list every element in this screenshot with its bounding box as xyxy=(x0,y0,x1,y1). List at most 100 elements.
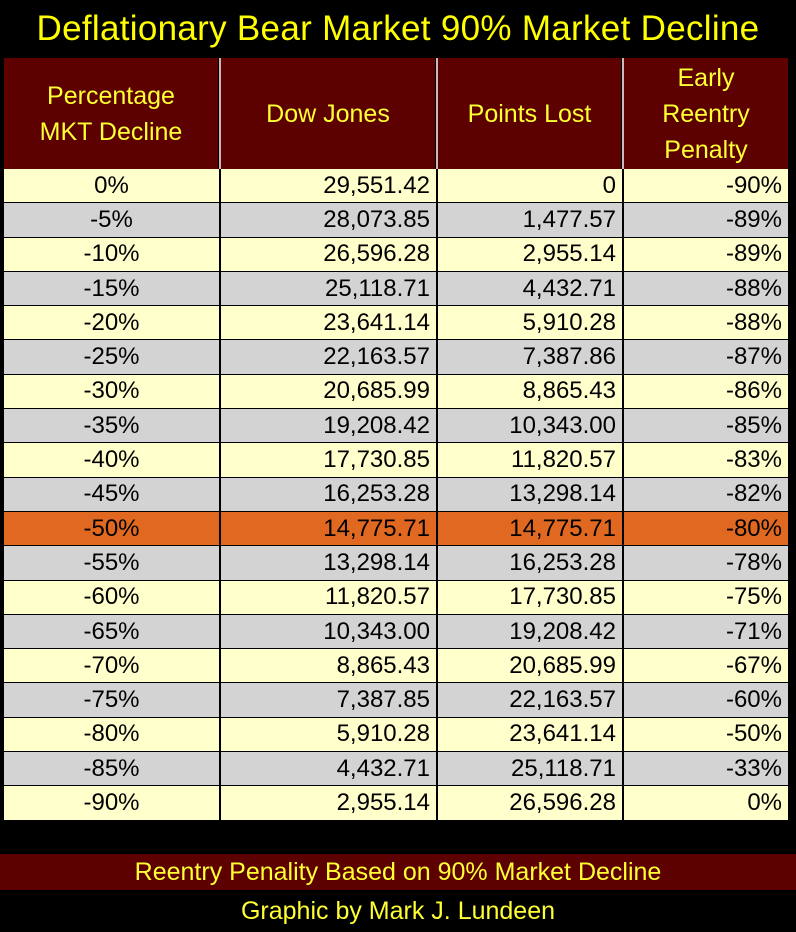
cell-percentage: -75% xyxy=(4,683,221,717)
cell-points-lost: 14,775.71 xyxy=(438,511,624,546)
cell-penalty: -89% xyxy=(725,205,782,233)
table-row: -20% 23,641.14 5,910.28 -88% xyxy=(4,306,788,341)
cell-penalty: -78% xyxy=(725,548,782,576)
cell-points-lost: 0 xyxy=(438,169,624,203)
table-row: -45% 16,253.28 13,298.14 -82% xyxy=(4,477,788,512)
cell-percentage: 0% xyxy=(4,169,221,203)
cell-dow-jones: 23,641.14 xyxy=(221,306,438,340)
table-title: Deflationary Bear Market 90% Market Decl… xyxy=(0,0,796,58)
cell-dow-jones: 29,551.42 xyxy=(221,169,438,203)
cell-points-lost: 5,910.28 xyxy=(438,306,624,340)
cell-dow-jones: 19,208.42 xyxy=(221,409,438,443)
table-row: -50% 14,775.71 14,775.71 -80% xyxy=(4,511,788,547)
cell-points-lost: 1,477.57 xyxy=(438,203,624,237)
cell-percentage: -5% xyxy=(4,203,221,237)
cell-percentage: -90% xyxy=(4,786,221,820)
table-row: 0% 29,551.42 0 -90% xyxy=(4,169,788,204)
cell-dow-jones: 17,730.85 xyxy=(221,443,438,477)
cell-percentage: -60% xyxy=(4,580,221,614)
cell-dow-jones: 2,955.14 xyxy=(221,786,438,820)
table-row: -55% 13,298.14 16,253.28 -78% xyxy=(4,546,788,581)
cell-percentage: -30% xyxy=(4,374,221,409)
table-row: -40% 17,730.85 11,820.57 -83% xyxy=(4,443,788,478)
table-row: -10% 26,596.28 2,955.14 -89% xyxy=(4,237,788,272)
cell-dow-jones: 28,073.85 xyxy=(221,203,438,237)
header-early-reentry-penalty: Early Reentry Penalty xyxy=(624,58,788,169)
cell-points-lost: 8,865.43 xyxy=(438,374,624,409)
header-line: MKT Decline xyxy=(39,117,183,146)
cell-points-lost: 22,163.57 xyxy=(438,683,624,717)
cell-points-lost: 10,343.00 xyxy=(438,409,624,443)
header-line: Reentry xyxy=(662,99,750,128)
table-row: -85% 4,432.71 25,118.71 -33% xyxy=(4,752,788,787)
cell-percentage: -50% xyxy=(4,511,221,546)
column-divider xyxy=(219,58,221,169)
cell-percentage: -65% xyxy=(4,614,221,649)
cell-percentage: -25% xyxy=(4,340,221,374)
cell-dow-jones: 7,387.85 xyxy=(221,683,438,717)
header-percentage-decline: Percentage MKT Decline xyxy=(4,58,218,169)
cell-points-lost: 2,955.14 xyxy=(438,237,624,271)
cell-penalty: -33% xyxy=(725,754,782,782)
cell-percentage: -70% xyxy=(4,649,221,683)
table-row: -75% 7,387.85 22,163.57 -60% xyxy=(4,683,788,718)
cell-points-lost: 19,208.42 xyxy=(438,614,624,649)
cell-dow-jones: 22,163.57 xyxy=(221,340,438,374)
cell-percentage: -10% xyxy=(4,237,221,271)
cell-dow-jones: 10,343.00 xyxy=(221,614,438,649)
table-row: -60% 11,820.57 17,730.85 -75% xyxy=(4,580,788,615)
table-row: -90% 2,955.14 26,596.28 0% xyxy=(4,786,788,821)
cell-penalty: -80% xyxy=(725,514,782,542)
cell-points-lost: 20,685.99 xyxy=(438,649,624,683)
table-row: -5% 28,073.85 1,477.57 -89% xyxy=(4,203,788,238)
cell-penalty: -89% xyxy=(725,240,782,268)
cell-penalty: 0% xyxy=(747,788,782,816)
cell-percentage: -85% xyxy=(4,752,221,786)
cell-penalty: -75% xyxy=(725,583,782,611)
cell-dow-jones: 16,253.28 xyxy=(221,477,438,511)
cell-penalty: -71% xyxy=(725,617,782,645)
cell-points-lost: 17,730.85 xyxy=(438,580,624,614)
column-divider xyxy=(436,58,438,169)
table-body: 0% 29,551.42 0 -90% -5% 28,073.85 1,477.57 -89%… xyxy=(4,169,788,821)
cell-percentage: -20% xyxy=(4,306,221,340)
cell-dow-jones: 20,685.99 xyxy=(221,374,438,409)
header-line: Penalty xyxy=(664,135,748,164)
cell-dow-jones: 8,865.43 xyxy=(221,649,438,683)
header-line: Early xyxy=(677,63,735,92)
cell-percentage: -80% xyxy=(4,717,221,752)
cell-penalty: -87% xyxy=(725,343,782,371)
cell-percentage: -40% xyxy=(4,443,221,477)
cell-percentage: -15% xyxy=(4,271,221,306)
header-dow-jones: Dow Jones xyxy=(221,58,435,169)
header-points-lost: Points Lost xyxy=(438,58,621,169)
cell-percentage: -45% xyxy=(4,477,221,511)
cell-points-lost: 16,253.28 xyxy=(438,546,624,580)
cell-dow-jones: 13,298.14 xyxy=(221,546,438,580)
cell-dow-jones: 4,432.71 xyxy=(221,752,438,786)
table-footer-note: Reentry Penality Based on 90% Market Dec… xyxy=(0,854,796,890)
cell-percentage: -35% xyxy=(4,409,221,443)
cell-points-lost: 23,641.14 xyxy=(438,717,624,752)
cell-penalty: -67% xyxy=(725,651,782,679)
cell-penalty: -60% xyxy=(725,686,782,714)
cell-points-lost: 25,118.71 xyxy=(438,752,624,786)
cell-percentage: -55% xyxy=(4,546,221,580)
cell-points-lost: 4,432.71 xyxy=(438,271,624,306)
header-line: Percentage xyxy=(47,81,175,110)
table-row: -35% 19,208.42 10,343.00 -85% xyxy=(4,409,788,444)
cell-points-lost: 26,596.28 xyxy=(438,786,624,820)
cell-dow-jones: 5,910.28 xyxy=(221,717,438,752)
table-row: -25% 22,163.57 7,387.86 -87% xyxy=(4,340,788,375)
cell-penalty: -88% xyxy=(725,274,782,302)
column-divider xyxy=(622,58,624,169)
table-row: -30% 20,685.99 8,865.43 -86% xyxy=(4,374,788,410)
cell-dow-jones: 11,820.57 xyxy=(221,580,438,614)
cell-penalty: -50% xyxy=(725,720,782,748)
table-row: -80% 5,910.28 23,641.14 -50% xyxy=(4,717,788,753)
cell-penalty: -86% xyxy=(725,377,782,405)
cell-points-lost: 13,298.14 xyxy=(438,477,624,511)
cell-penalty: -83% xyxy=(725,446,782,474)
table-row: -70% 8,865.43 20,685.99 -67% xyxy=(4,649,788,684)
